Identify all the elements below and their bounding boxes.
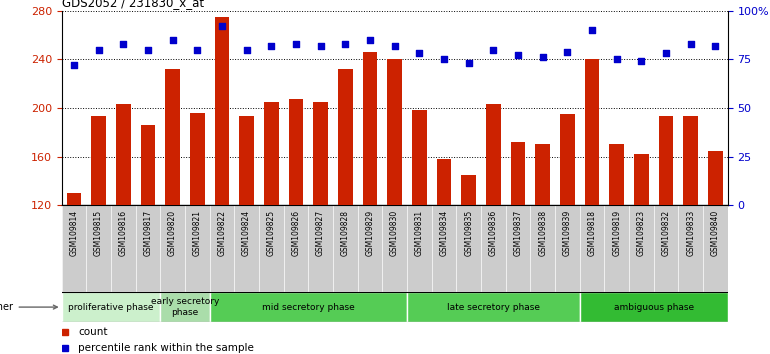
Text: GSM109828: GSM109828 [341,210,350,256]
Text: GSM109836: GSM109836 [489,210,497,256]
Text: GSM109833: GSM109833 [686,210,695,256]
Bar [387,59,402,205]
Point [216,23,228,29]
Point [92,47,105,52]
Bar [215,17,229,205]
Text: proliferative phase: proliferative phase [69,303,154,312]
Text: GSM109819: GSM109819 [612,210,621,256]
Point [537,55,549,60]
Point [117,41,129,46]
Bar [91,116,106,205]
Bar [66,193,82,205]
Text: GSM109817: GSM109817 [143,210,152,256]
Text: GSM109825: GSM109825 [266,210,276,256]
Point [611,57,623,62]
Bar [338,69,353,205]
Point [339,41,351,46]
Bar [609,144,624,205]
Text: GSM109823: GSM109823 [637,210,646,256]
Bar [486,104,500,205]
Text: GSM109827: GSM109827 [316,210,325,256]
Bar [209,292,407,322]
Text: GSM109820: GSM109820 [168,210,177,256]
Text: GSM109840: GSM109840 [711,210,720,256]
Bar [239,116,254,205]
Point [265,43,277,48]
Text: GSM109818: GSM109818 [588,210,597,256]
Text: percentile rank within the sample: percentile rank within the sample [79,343,254,353]
Text: count: count [79,327,108,337]
Text: GSM109829: GSM109829 [366,210,374,256]
Text: GSM109816: GSM109816 [119,210,128,256]
Bar [683,116,698,205]
Point [685,41,697,46]
Bar [313,102,328,205]
Point [240,47,253,52]
Bar [264,102,279,205]
Text: GSM109824: GSM109824 [242,210,251,256]
Bar [437,159,451,205]
Text: GSM109838: GSM109838 [538,210,547,256]
Bar [535,144,550,205]
Point [487,47,500,52]
Point [191,47,203,52]
Bar [634,154,648,205]
Point [290,41,302,46]
Text: GSM109831: GSM109831 [415,210,424,256]
Bar [584,59,599,205]
Bar [407,292,580,322]
Text: GSM109815: GSM109815 [94,210,103,256]
Text: GSM109822: GSM109822 [217,210,226,256]
Point [709,43,721,48]
Bar [560,114,574,205]
Point [512,53,524,58]
Text: ambiguous phase: ambiguous phase [614,303,694,312]
Text: GSM109830: GSM109830 [390,210,399,256]
Point [68,62,80,68]
Bar [708,150,723,205]
Bar [289,99,303,205]
Bar [190,113,205,205]
Text: other: other [0,302,57,312]
Bar [511,142,525,205]
Bar [412,110,427,205]
Point [438,57,450,62]
Text: GDS2052 / 231830_x_at: GDS2052 / 231830_x_at [62,0,204,10]
Text: GSM109835: GSM109835 [464,210,473,256]
Bar [461,175,476,205]
Point [561,48,574,54]
Text: GSM109814: GSM109814 [69,210,79,256]
Bar [62,292,160,322]
Point [635,58,648,64]
Bar [363,52,377,205]
Point [463,60,475,66]
Text: mid secretory phase: mid secretory phase [262,303,355,312]
Bar [116,104,131,205]
Text: early secretory
phase: early secretory phase [151,297,219,317]
Bar [658,116,674,205]
Bar [580,292,728,322]
Point [586,27,598,33]
Text: GSM109839: GSM109839 [563,210,572,256]
Bar [160,292,209,322]
Bar [141,125,156,205]
Point [142,47,154,52]
Point [388,43,400,48]
Text: GSM109826: GSM109826 [292,210,300,256]
Text: GSM109821: GSM109821 [192,210,202,256]
Point [166,37,179,42]
Point [413,51,426,56]
Text: late secretory phase: late secretory phase [447,303,540,312]
Text: GSM109837: GSM109837 [514,210,523,256]
Bar [166,69,180,205]
Text: GSM109832: GSM109832 [661,210,671,256]
Point [660,51,672,56]
Text: GSM109834: GSM109834 [440,210,448,256]
Point [314,43,326,48]
Point [363,37,376,42]
